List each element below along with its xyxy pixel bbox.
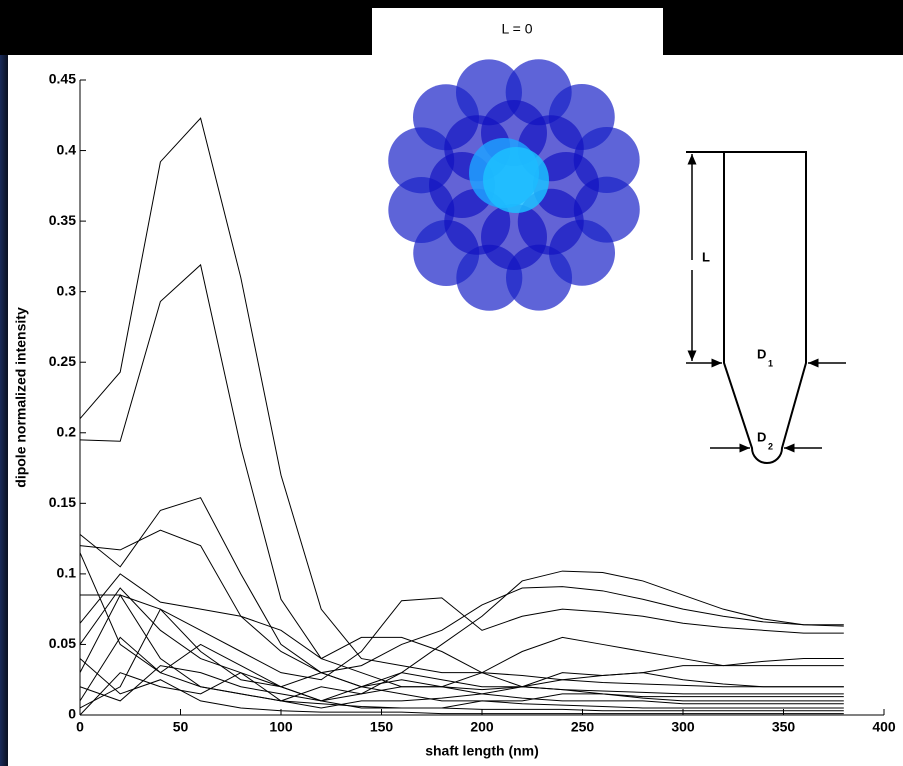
shaft-outline: [723, 151, 807, 464]
y-tick-label: 0.15: [49, 494, 76, 510]
data-line: [79, 117, 844, 688]
cluster-disc: [483, 147, 549, 213]
data-line: [79, 672, 844, 716]
data-line: [79, 497, 844, 674]
data-line: [80, 594, 844, 681]
y-tick-label: 0.25: [49, 353, 76, 369]
x-tick-label: 400: [872, 719, 896, 735]
d1-subscript: 1: [768, 358, 773, 368]
data-line: [79, 573, 844, 688]
y-tick-label: 0: [68, 706, 76, 722]
edge-strip: [0, 55, 8, 766]
d2-subscript: 2: [768, 441, 773, 451]
x-tick-label: 50: [173, 719, 189, 735]
x-tick-label: 150: [370, 719, 394, 735]
length-label: L: [702, 249, 710, 264]
y-tick-label: 0.3: [57, 282, 77, 298]
y-axis-title: dipole normalized intensity: [13, 307, 29, 488]
y-tick-label: 0.4: [57, 141, 77, 157]
d1-label: D: [757, 346, 766, 361]
y-tick-label: 0.2: [57, 423, 77, 439]
x-tick-label: 350: [772, 719, 796, 735]
data-line: [79, 529, 844, 688]
data-line: [79, 263, 844, 695]
inset: L = 0: [372, 8, 663, 330]
data-line: [79, 665, 844, 705]
data-line: [79, 636, 844, 709]
x-tick-label: 100: [269, 719, 293, 735]
plot-area: 0 0.05 0.1 0.15 0.2 0.25 0.3 0.35 0.4 0.45 0 50 100 1…: [13, 71, 896, 759]
x-tick-label: 0: [76, 719, 84, 735]
y-tick-label: 0.1: [57, 565, 77, 581]
y-tick-label: 0.45: [49, 71, 76, 87]
y-tick-label: 0.05: [49, 635, 76, 651]
x-tick-label: 300: [671, 719, 695, 735]
data-line: [79, 658, 844, 715]
inset-title: L = 0: [501, 21, 532, 37]
data-line: [79, 608, 844, 709]
x-tick-label: 250: [571, 719, 595, 735]
data-line: [79, 587, 844, 702]
x-axis-title: shaft length (nm): [425, 743, 539, 759]
shaft-diagram: [686, 151, 846, 464]
data-line: [79, 594, 844, 709]
x-tick-label: 200: [470, 719, 494, 735]
y-tick-label: 0.35: [49, 212, 76, 228]
d2-label: D: [757, 429, 766, 444]
